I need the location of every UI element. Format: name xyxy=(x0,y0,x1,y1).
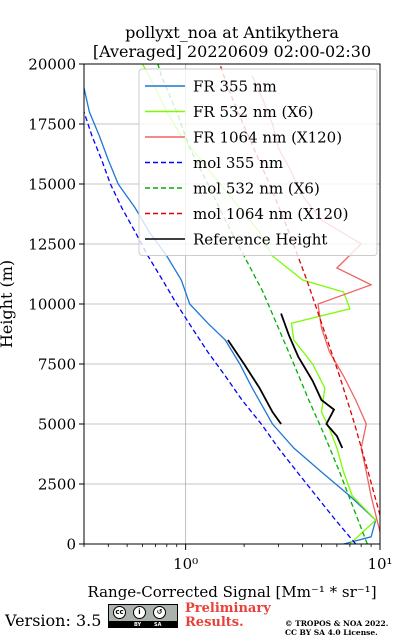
y-tick-label: 12500 xyxy=(28,236,76,254)
y-tick-label: 17500 xyxy=(28,116,76,134)
series-reference-height xyxy=(280,313,344,449)
series-reference-height xyxy=(227,339,282,425)
legend-label: FR 355 nm xyxy=(193,78,277,96)
y-tick-label: 20000 xyxy=(28,56,76,74)
legend-label: mol 1064 nm (X120) xyxy=(193,205,348,223)
legend-label: mol 355 nm xyxy=(193,154,283,172)
copyright-notice: © TROPOS & NOA 2022. CC BY SA 4.0 Licens… xyxy=(285,619,388,637)
y-axis-ticks: 0 2500 5000 7500 10000 12500 15000 17500 20000 xyxy=(28,56,84,554)
x-axis-ticks: 10⁰ 10¹ xyxy=(83,544,393,573)
y-tick-label: 15000 xyxy=(28,176,76,194)
series-fr-355-nm xyxy=(83,87,377,545)
chart-legend: FR 355 nm FR 532 nm (X6) FR 1064 nm (X120)… xyxy=(138,68,378,256)
sa-icon: ↺ xyxy=(153,606,166,619)
series-mol-355-nm xyxy=(83,111,357,545)
cc-by-label: BY xyxy=(134,622,142,628)
cc-badge-bottom: BY SA xyxy=(109,621,177,628)
cc-sa-label: SA xyxy=(154,622,162,628)
copyright-line1: © TROPOS & NOA 2022. xyxy=(285,619,389,628)
y-axis-label: Height (m) xyxy=(0,260,16,348)
preliminary-line2: Results. xyxy=(185,615,244,630)
y-tick-label: 10000 xyxy=(28,296,76,314)
cc-icon: cc xyxy=(113,606,126,619)
chart-title-line2: [Averaged] 20220609 02:00-02:30 xyxy=(93,42,371,61)
y-tick-label: 0 xyxy=(66,536,76,554)
legend-label: FR 1064 nm (X120) xyxy=(193,129,342,147)
legend-label: mol 532 nm (X6) xyxy=(193,180,320,198)
by-icon: i xyxy=(133,606,146,619)
preliminary-notice: Preliminary Results. xyxy=(185,602,271,630)
x-tick-label: 10¹ xyxy=(367,555,392,573)
y-tick-label: 2500 xyxy=(38,476,76,494)
lidar-profile-chart: pollyxt_noa at Antikythera [Averaged] 20… xyxy=(0,23,393,600)
y-tick-label: 5000 xyxy=(38,416,76,434)
legend-box xyxy=(138,68,378,256)
y-tick-label: 7500 xyxy=(38,356,76,374)
x-axis-label: Range-Corrected Signal [Mm⁻¹ * sr⁻¹] xyxy=(87,583,376,600)
preliminary-line1: Preliminary xyxy=(185,601,271,616)
version-label: Version: 3.5 xyxy=(5,611,102,630)
cc-badge-top: cc i ↺ xyxy=(109,605,177,621)
legend-label: Reference Height xyxy=(193,231,327,249)
cc-license-badge: cc i ↺ BY SA xyxy=(108,604,178,628)
x-tick-label: 10⁰ xyxy=(173,555,198,573)
copyright-line2: CC BY SA 4.0 License. xyxy=(285,628,378,637)
chart-title-line1: pollyxt_noa at Antikythera xyxy=(125,23,339,42)
legend-label: FR 532 nm (X6) xyxy=(193,103,313,121)
